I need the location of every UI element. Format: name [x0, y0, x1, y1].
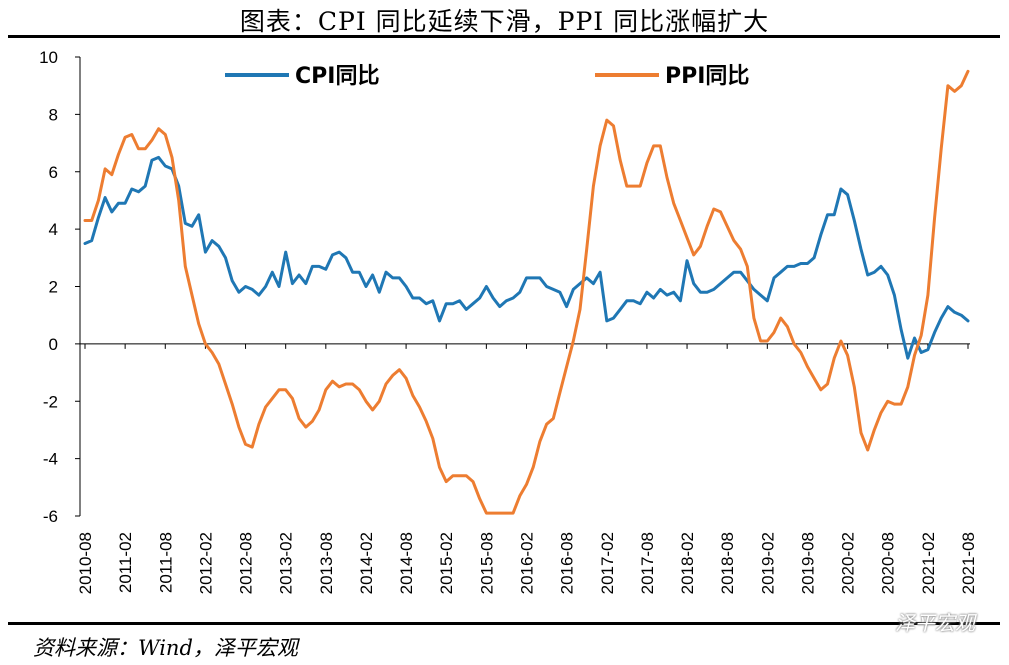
y-tick-label: 8: [49, 105, 58, 124]
source-note: 资料来源：Wind，泽平宏观: [33, 636, 298, 660]
x-tick-label: 2014-02: [357, 532, 376, 594]
x-tick-label: 2021-08: [959, 532, 978, 594]
bottom-rule: [8, 622, 1000, 625]
y-tick-label: 10: [39, 48, 58, 67]
chart-title: 图表：CPI 同比延续下滑，PPI 同比涨幅扩大: [239, 7, 770, 36]
y-tick-label: 2: [49, 278, 58, 297]
x-tick-label: 2014-08: [397, 532, 416, 594]
x-tick-label: 2012-08: [237, 532, 256, 594]
x-tick-label: 2021-02: [919, 532, 938, 594]
x-tick-label: 2018-02: [678, 532, 697, 594]
y-tick-label: 4: [49, 220, 58, 239]
x-tick-label: 2013-08: [317, 532, 336, 594]
x-tick-label: 2011-02: [116, 532, 135, 593]
x-tick-label: 2015-08: [477, 532, 496, 594]
x-tick-label: 2018-08: [718, 532, 737, 594]
x-tick-label: 2010-08: [76, 532, 95, 594]
x-tick-label: 2017-08: [638, 532, 657, 594]
x-tick-label: 2019-08: [798, 532, 817, 594]
top-rule: [8, 35, 1000, 38]
x-tick-label: 2019-02: [758, 532, 777, 594]
x-tick-label: 2016-02: [518, 532, 537, 594]
y-tick-label: -4: [43, 450, 58, 469]
watermark: 泽平宏观: [895, 611, 975, 635]
x-tick-label: 2017-02: [598, 532, 617, 594]
legend-label-ppi: PPI同比: [665, 64, 749, 89]
x-tick-label: 2013-02: [277, 532, 296, 594]
line-chart: -6 -4 -2 0 2 4 6 8 10 2010-08 2011-02 2011-08 2012-0…: [39, 48, 978, 594]
x-tick-label: 2015-02: [437, 532, 456, 594]
y-tick-label: 6: [49, 163, 58, 182]
ppi-series-line: [83, 69, 970, 515]
x-tick-label: 2012-02: [196, 532, 215, 594]
x-tick-label: 2011-08: [156, 532, 175, 593]
y-tick-label: -6: [43, 507, 58, 526]
x-tick-label: 2016-08: [558, 532, 577, 594]
y-tick-label: -2: [43, 392, 58, 411]
x-tick-label: 2020-02: [839, 532, 858, 594]
legend-label-cpi: CPI同比: [295, 64, 379, 89]
x-tick-label: 2020-08: [879, 532, 898, 594]
cpi-series-line: [83, 155, 970, 360]
y-tick-label: 0: [49, 335, 58, 354]
